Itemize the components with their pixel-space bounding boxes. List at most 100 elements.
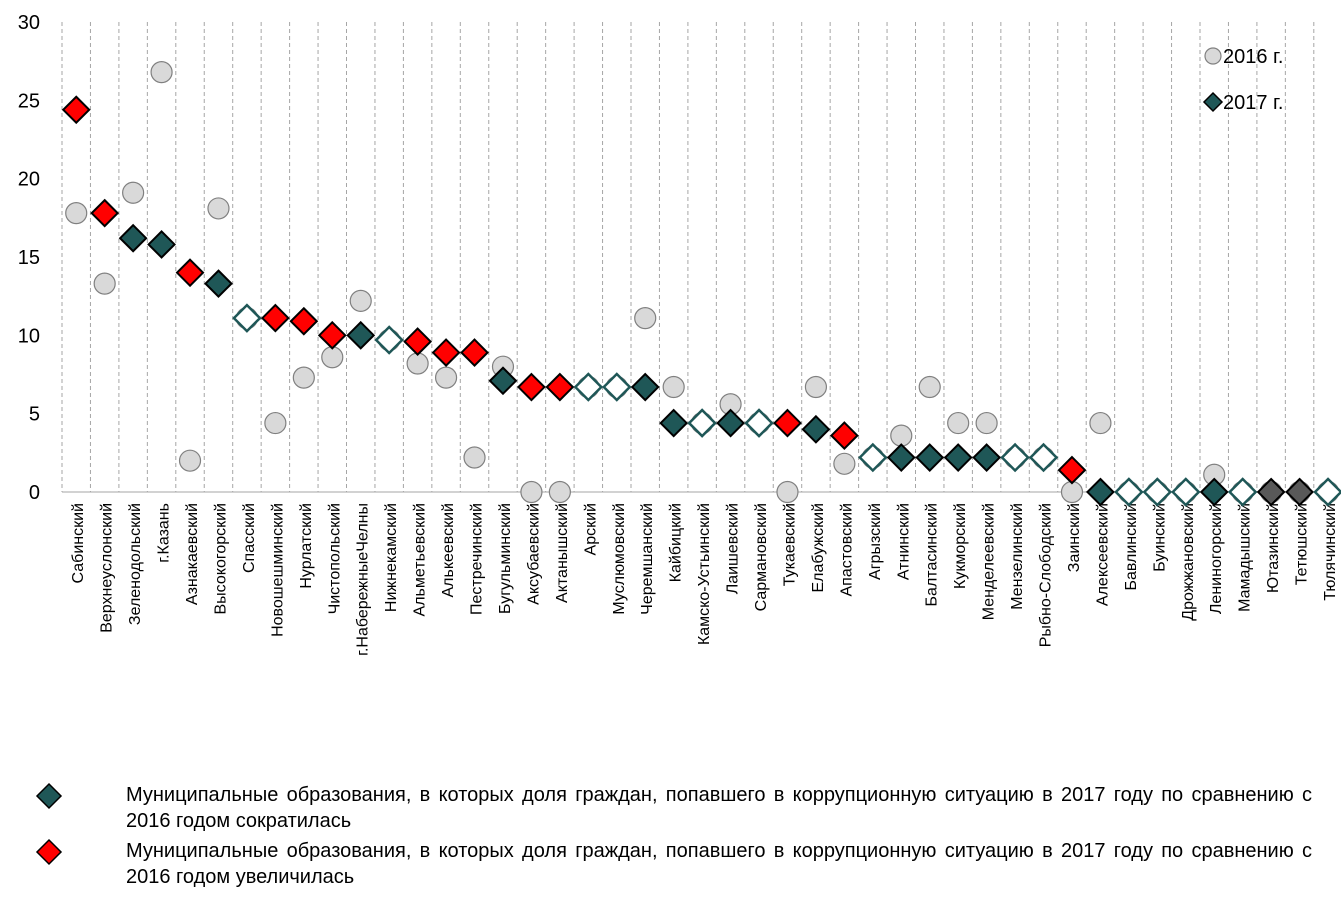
x-tick-label: Актанышский [554, 503, 571, 603]
point-2017 [1142, 477, 1173, 507]
x-tick-label: Высокогорский [212, 503, 229, 614]
point-2017 [204, 269, 233, 299]
point-2016 [463, 446, 486, 469]
point-2016 [65, 202, 88, 225]
point-2016 [406, 352, 429, 375]
y-axis: 0 5 10 15 20 25 30 [18, 12, 40, 504]
point-2016 [548, 480, 571, 504]
point-2017 [943, 443, 973, 472]
x-tick-label: Дрожжановский [1180, 503, 1197, 621]
x-tick-label: Зеленодольский [127, 503, 144, 625]
point-2017 [1171, 477, 1201, 507]
x-tick-label: г.Казань [156, 503, 173, 563]
point-2016 [349, 289, 372, 312]
point-2016 [178, 449, 202, 472]
point-2017 [659, 408, 689, 438]
point-2017 [886, 443, 916, 472]
x-tick-label: Камско-Устьинский [696, 503, 713, 645]
point-2017 [744, 408, 774, 438]
point-2017 [602, 372, 632, 402]
point-2017 [801, 414, 831, 444]
point-2017 [1028, 442, 1059, 473]
y-tick-label: 0 [29, 482, 40, 504]
point-2017 [1227, 477, 1258, 507]
y-tick-label: 30 [18, 12, 40, 34]
point-2017 [1285, 477, 1314, 507]
point-2017 [346, 320, 376, 350]
chart: 0 5 10 15 20 25 30 Сабинский Верхнеуслонский Зел… [18, 12, 1341, 656]
point-2016 [207, 197, 230, 220]
point-2017 [431, 338, 461, 367]
point-2017 [260, 303, 290, 333]
x-tick-label: Рыбно-Слободский [1038, 503, 1055, 647]
point-2017 [118, 223, 148, 253]
x-tick-label: г.НабережныеЧелны [355, 503, 372, 656]
legend-2016-marker [1204, 47, 1222, 65]
x-tick-label: Альметьевский [412, 503, 429, 616]
x-tick-label: Лаишевский [725, 503, 742, 594]
x-tick-label: Мамадышский [1237, 503, 1254, 612]
point-2017 [289, 306, 319, 336]
point-2016 [890, 424, 913, 447]
point-2017 [1114, 477, 1144, 507]
note-decrease: Муниципальные образования, в которых дол… [126, 784, 1312, 832]
point-2017 [1057, 455, 1087, 485]
point-2017 [773, 408, 802, 438]
point-2016 [292, 366, 315, 389]
point-2017 [858, 442, 888, 473]
y-tick-label: 10 [18, 325, 40, 347]
point-2017 [687, 408, 717, 438]
point-2016 [122, 181, 145, 204]
point-2016 [93, 272, 116, 295]
x-tick-label: Атнинский [895, 503, 912, 580]
point-2016 [975, 411, 998, 435]
x-tick-label: Новошешминский [269, 503, 286, 637]
x-tick-label: Черемшанский [639, 503, 656, 615]
x-tick-label: Аксубаевский [525, 503, 542, 605]
x-tick-label: Чистопольский [326, 503, 343, 614]
point-2017 [317, 320, 347, 350]
point-2017 [517, 372, 546, 402]
x-tick-label: Арский [582, 503, 599, 555]
x-tick-label: Азнакаевский [184, 503, 201, 605]
point-2016 [918, 375, 941, 399]
x-tick-label: Елабужский [810, 503, 827, 592]
point-2017 [545, 372, 575, 402]
x-tick-label: Бугульминский [497, 503, 514, 614]
point-2016 [264, 411, 287, 435]
point-2016 [634, 307, 657, 330]
x-tick-label: Спасский [241, 503, 258, 573]
decrease-diamond-icon [35, 782, 63, 810]
point-2017 [1000, 442, 1030, 473]
point-2017 [374, 325, 404, 355]
x-tick-label: Кукморский [952, 503, 969, 589]
point-2016 [434, 366, 458, 389]
point-2017 [61, 95, 91, 125]
x-tick-label: Апастовский [838, 503, 855, 596]
point-2017 [175, 258, 205, 288]
x-tick-label: Бавлинский [1123, 503, 1140, 591]
x-tick-label: Нурлатский [298, 503, 315, 589]
x-tick-label: Буинский [1151, 503, 1168, 572]
legend: 2016 г. 2017 г. [1202, 46, 1283, 114]
point-2017 [460, 338, 489, 367]
point-2017 [829, 421, 859, 451]
x-tick-label: Нижнекамский [383, 503, 400, 612]
x-tick-label: Менделеевский [981, 503, 998, 620]
point-2016 [321, 346, 344, 369]
x-tick-label: Верхнеуслонский [99, 503, 116, 633]
point-2017 [403, 327, 433, 357]
grid-lines [61, 22, 1341, 493]
point-2016 [1060, 480, 1084, 504]
point-2016 [776, 480, 799, 504]
note-increase: Муниципальные образования, в которых дол… [126, 840, 1312, 888]
point-2016 [804, 375, 828, 399]
y-tick-label: 5 [29, 404, 40, 426]
x-tick-label: Алексеевский [1094, 503, 1111, 606]
x-tick-label: Агрызский [867, 503, 884, 580]
increase-diamond-icon [35, 838, 63, 866]
legend-2016-label: 2016 г. [1223, 46, 1283, 68]
point-2016 [150, 61, 173, 84]
x-tick-label: Муслюмовский [611, 503, 628, 615]
point-2017 [1086, 477, 1115, 507]
